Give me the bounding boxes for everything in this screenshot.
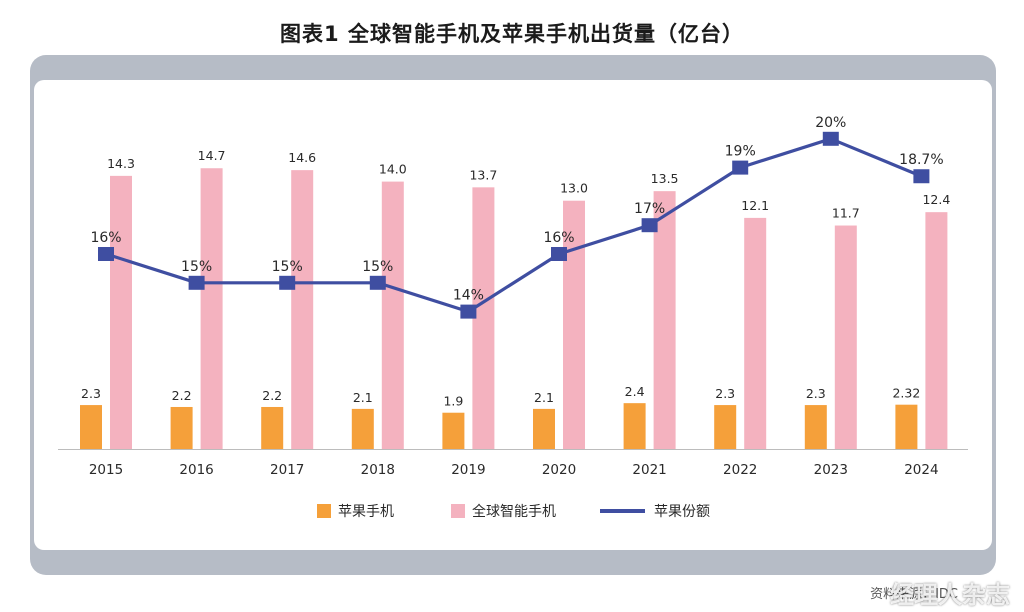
bar-apple-2024 (895, 404, 918, 449)
bar-global-2024 (925, 212, 948, 449)
chart-panel (34, 80, 992, 550)
bar-global-2016 (200, 168, 223, 450)
bar-global-2015 (110, 175, 132, 449)
label-apple-2015: 2.3 (81, 386, 101, 401)
label-global-2022: 12.1 (741, 198, 769, 213)
label-apple-2023: 2.3 (806, 386, 826, 401)
bar-apple-2023 (804, 405, 827, 449)
bar-global-2019 (472, 187, 495, 449)
bar-apple-2021 (623, 403, 646, 449)
label-global-2021: 13.5 (651, 171, 679, 186)
bar-global-2021 (653, 191, 676, 449)
bar-global-2023 (834, 225, 857, 449)
label-global-2015: 14.3 (107, 156, 135, 171)
bar-apple-2022 (714, 405, 737, 449)
bar-apple-2018 (351, 408, 374, 449)
label-apple-2021: 2.4 (625, 384, 645, 399)
label-apple-2019: 1.9 (443, 394, 463, 409)
label-global-2018: 14.0 (379, 162, 407, 177)
share-marker-2020 (551, 247, 567, 261)
share-label-2022: 19% (725, 144, 756, 160)
share-marker-2019 (460, 304, 477, 319)
x-tick-2023: 2023 (814, 462, 848, 478)
x-tick-2022: 2022 (723, 462, 757, 478)
share-label-2015: 16% (90, 230, 121, 246)
label-global-2016: 14.7 (198, 148, 226, 163)
share-line (105, 137, 923, 314)
label-apple-2018: 2.1 (353, 390, 373, 405)
label-global-2020: 13.0 (560, 181, 588, 196)
share-marker-2015 (98, 247, 114, 261)
label-apple-2017: 2.2 (262, 388, 282, 403)
x-tick-2021: 2021 (632, 462, 666, 478)
bar-apple-2017 (261, 406, 284, 449)
share-marker-2023 (822, 131, 839, 146)
label-apple-2022: 2.3 (715, 386, 735, 401)
bar-global-2017 (291, 170, 314, 449)
bar-global-2020 (563, 200, 585, 449)
label-global-2019: 13.7 (469, 167, 497, 182)
label-global-2023: 11.7 (832, 206, 860, 221)
source-note: 资料来源：IDC (870, 587, 958, 602)
legend-label-global: 全球智能手机 (472, 503, 556, 520)
bar-apple-2015 (80, 405, 102, 449)
watermark: 经理人杂志 (890, 581, 1010, 609)
x-tick-2020: 2020 (542, 462, 576, 478)
share-label-2019: 14% (453, 288, 484, 304)
bar-apple-2019 (442, 412, 465, 449)
bar-apple-2016 (170, 406, 193, 449)
x-tick-2024: 2024 (904, 462, 938, 478)
label-apple-2024: 2.32 (892, 386, 920, 401)
bar-apple-2020 (533, 408, 555, 449)
label-apple-2016: 2.2 (172, 388, 192, 403)
legend-swatch-apple (317, 504, 331, 518)
x-tick-2017: 2017 (270, 462, 304, 478)
legend-label-share: 苹果份额 (654, 504, 710, 520)
share-marker-2024 (913, 169, 930, 184)
x-tick-2015: 2015 (89, 462, 123, 478)
x-tick-2018: 2018 (361, 462, 395, 478)
label-global-2017: 14.6 (288, 150, 316, 165)
share-marker-2016 (188, 275, 205, 290)
share-label-2018: 15% (362, 259, 393, 275)
chart-title: 图表1 全球智能手机及苹果手机出货量（亿台） (280, 22, 744, 46)
share-label-2023: 20% (815, 115, 846, 131)
label-global-2024: 12.4 (922, 192, 950, 207)
share-marker-2018 (369, 275, 386, 290)
share-label-2020: 16% (543, 230, 574, 246)
legend-label-apple: 苹果手机 (338, 504, 394, 520)
x-tick-2016: 2016 (179, 462, 213, 478)
share-label-2016: 15% (181, 259, 212, 275)
share-marker-2017 (279, 275, 296, 290)
legend-swatch-global (451, 504, 465, 518)
share-label-2017: 15% (272, 259, 303, 275)
share-label-2021: 17% (634, 201, 665, 217)
bar-global-2022 (744, 217, 767, 449)
share-label-2024: 18.7% (899, 152, 943, 168)
label-apple-2020: 2.1 (534, 390, 554, 405)
x-tick-2019: 2019 (451, 462, 485, 478)
share-marker-2021 (641, 218, 658, 233)
bar-global-2018 (381, 181, 404, 449)
share-marker-2022 (732, 160, 749, 175)
